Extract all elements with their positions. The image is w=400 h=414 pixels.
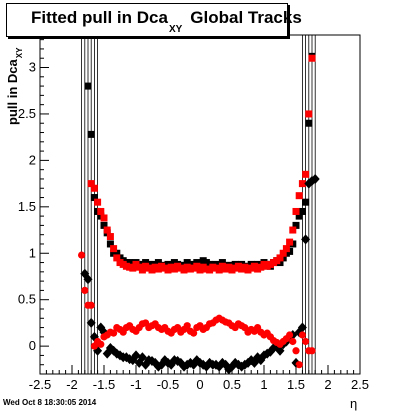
data-point-circle <box>183 322 191 330</box>
y-tick-label: 0 <box>29 338 36 353</box>
data-point-diamond <box>275 345 285 356</box>
data-point-square <box>305 119 313 127</box>
data-point-square <box>302 198 310 206</box>
data-point-square <box>84 82 92 90</box>
data-point-diamond <box>86 317 96 328</box>
data-point-square <box>298 207 306 215</box>
data-point-square <box>100 214 108 222</box>
timestamp: Wed Oct 8 18:30:05 2014 <box>3 398 97 407</box>
data-point-square <box>295 212 303 220</box>
data-point-circle <box>110 329 118 337</box>
y-tick-label: 1.5 <box>18 199 36 214</box>
data-point-square <box>87 130 95 138</box>
data-point-circle <box>81 286 89 295</box>
x-tick-label: -2.5 <box>29 377 51 392</box>
data-point-circle <box>298 331 306 339</box>
y-tick-label: 1 <box>29 245 36 260</box>
title-rest: Global Tracks <box>190 8 302 27</box>
data-point-diamond <box>131 350 141 361</box>
data-point-square <box>87 180 95 188</box>
data-point-square <box>215 266 223 274</box>
data-point-square <box>295 192 303 200</box>
data-point-circle <box>78 251 86 259</box>
title-subscript: XY <box>168 24 183 35</box>
data-point-square <box>100 221 108 229</box>
title-main: Fitted pull in Dca <box>31 8 168 27</box>
data-point-circle <box>190 329 198 337</box>
data-point-square <box>282 245 290 253</box>
data-point-square <box>279 249 287 257</box>
data-point-square <box>103 226 111 234</box>
data-point-diamond <box>310 173 320 184</box>
axes: -2.5 -2 -1.5 -1 -0.5 0 0.5 1 1.5 2 2.5 0 0.5 1 1.5 2 2.5… <box>18 34 369 392</box>
x-tick-label: 2 <box>324 377 331 392</box>
x-tick-label: -2 <box>66 377 78 392</box>
y-axis-label: pull in DcaXY <box>5 48 24 125</box>
title-box: Fitted pull in DcaXY Global Tracks <box>6 3 302 37</box>
data-point-circle <box>295 361 303 369</box>
x-tick-label: -1.5 <box>93 377 115 392</box>
data-point-diamond <box>83 274 93 285</box>
x-axis-label: η <box>350 396 358 411</box>
data-point-circle <box>302 337 310 346</box>
x-tick-label: -1 <box>130 377 142 392</box>
x-tick-label: 2.5 <box>351 377 369 392</box>
y-axis-label-main: pull in Dca <box>5 59 20 125</box>
data-point-circle <box>286 331 294 339</box>
data-point-square <box>302 170 310 178</box>
chart-title: Fitted pull in DcaXY Global Tracks <box>31 8 302 35</box>
y-axis-label-subscript: XY <box>15 47 24 59</box>
x-tick-label: 0 <box>196 377 203 392</box>
x-tick-label: -0.5 <box>157 377 179 392</box>
data-point-square <box>292 207 300 215</box>
data-point-square <box>276 254 284 262</box>
data-point-circle <box>97 340 105 348</box>
data-point-square <box>308 54 316 62</box>
data-point-square <box>292 221 300 229</box>
x-tick-label: 1.5 <box>287 377 305 392</box>
y-tick-label: 2 <box>29 152 36 167</box>
data-point-square <box>90 194 98 202</box>
data-markers <box>78 52 320 375</box>
data-point-diamond <box>297 322 307 333</box>
x-tick-label: 0.5 <box>223 377 241 392</box>
data-point-square <box>90 184 98 192</box>
data-point-square <box>113 254 121 262</box>
data-point-square <box>193 262 201 270</box>
data-point-square <box>113 249 121 257</box>
data-point-circle <box>87 301 95 309</box>
y-tick-label: 2.5 <box>18 106 36 121</box>
y-tick-label: 3 <box>29 60 36 75</box>
data-point-square <box>110 245 118 253</box>
data-point-circle <box>292 347 300 355</box>
data-point-square <box>106 233 114 241</box>
data-point-square <box>289 226 297 234</box>
data-point-square <box>138 266 146 274</box>
data-point-square <box>298 180 306 188</box>
data-point-square <box>97 207 105 215</box>
data-point-circle <box>308 347 316 355</box>
data-point-square <box>218 259 226 267</box>
data-point-square <box>286 238 294 246</box>
x-tick-label: 1 <box>260 377 267 392</box>
data-point-square <box>94 198 102 206</box>
data-point-square <box>305 110 313 118</box>
data-point-diamond <box>301 234 311 245</box>
data-point-square <box>106 240 114 248</box>
y-tick-label: 0.5 <box>18 292 36 307</box>
data-point-circle <box>289 337 297 346</box>
data-point-square <box>129 264 137 272</box>
